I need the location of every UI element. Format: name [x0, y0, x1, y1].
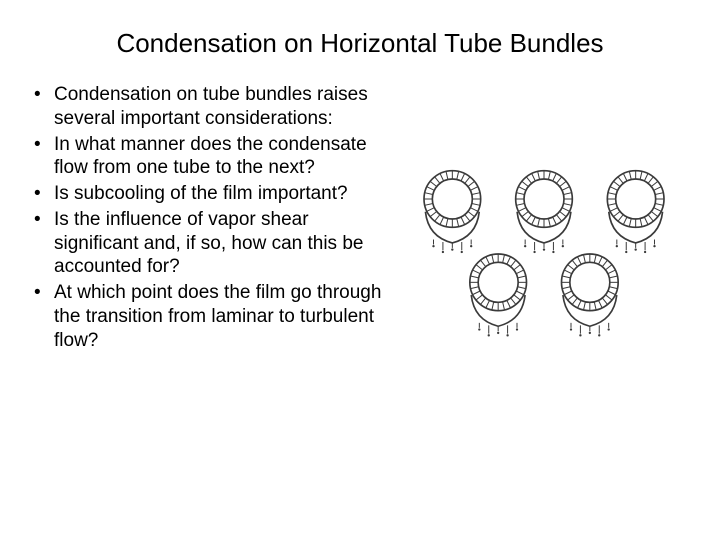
list-item: Is the influence of vapor shear signific…: [28, 208, 388, 279]
bullet-list: Condensation on tube bundles raises seve…: [28, 83, 388, 352]
page-title: Condensation on Horizontal Tube Bundles: [0, 0, 720, 83]
tube-bundle-diagram-icon: [394, 149, 694, 349]
list-item: Is subcooling of the film important?: [28, 182, 388, 206]
text-column: Condensation on tube bundles raises seve…: [28, 83, 388, 354]
content-row: Condensation on tube bundles raises seve…: [0, 83, 720, 354]
list-item: In what manner does the condensate flow …: [28, 133, 388, 181]
list-item: At which point does the film go through …: [28, 281, 388, 352]
list-item: Condensation on tube bundles raises seve…: [28, 83, 388, 131]
figure-column: [388, 83, 700, 354]
